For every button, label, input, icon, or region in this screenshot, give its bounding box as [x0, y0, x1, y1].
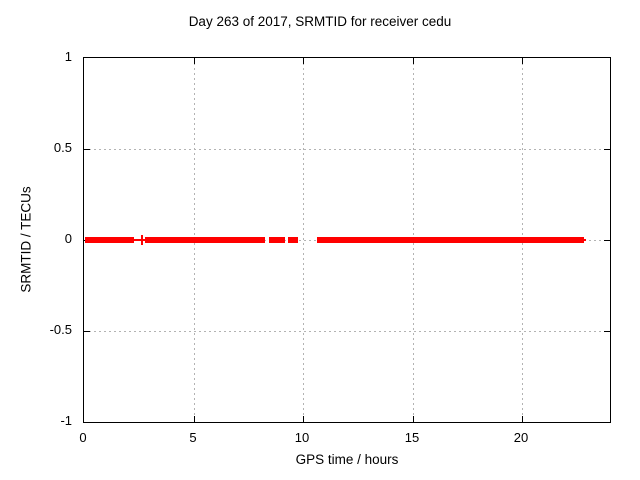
y-gridline	[84, 331, 610, 332]
y-tick-label: -0.5	[49, 322, 72, 337]
y-tick-mark	[84, 331, 90, 332]
x-tick-mark	[522, 58, 523, 64]
y-tick-mark	[604, 331, 610, 332]
y-tick-mark	[604, 240, 610, 241]
y-tick-label: 0	[64, 231, 72, 246]
plot-area	[83, 57, 611, 423]
x-tick-mark	[303, 58, 304, 64]
x-tick-mark	[194, 416, 195, 422]
x-tick-label: 10	[294, 430, 310, 445]
data-segment	[317, 237, 584, 243]
x-tick-mark	[522, 416, 523, 422]
x-tick-mark	[303, 416, 304, 422]
y-tick-label: 0.5	[53, 140, 72, 155]
chart-title: Day 263 of 2017, SRMTID for receiver ced…	[188, 14, 452, 29]
data-segment	[268, 237, 286, 243]
x-tick-mark	[194, 58, 195, 64]
x-tick-label: 0	[79, 430, 87, 445]
x-tick-label: 20	[513, 430, 529, 445]
y-tick-mark	[604, 149, 610, 150]
x-axis-label: GPS time / hours	[295, 452, 399, 467]
data-segment-sparse	[583, 239, 586, 241]
x-tick-mark	[413, 416, 414, 422]
data-segment	[85, 237, 134, 243]
data-segment	[288, 237, 299, 243]
y-tick-label: 1	[64, 49, 72, 64]
data-segment-sparse	[133, 239, 146, 241]
y-gridline	[84, 149, 610, 150]
data-segment	[144, 237, 265, 243]
x-tick-label: 15	[404, 430, 420, 445]
x-tick-label: 5	[189, 430, 197, 445]
y-tick-mark	[84, 149, 90, 150]
data-point-marker	[140, 235, 143, 245]
x-tick-mark	[413, 58, 414, 64]
y-tick-label: -1	[60, 413, 72, 428]
